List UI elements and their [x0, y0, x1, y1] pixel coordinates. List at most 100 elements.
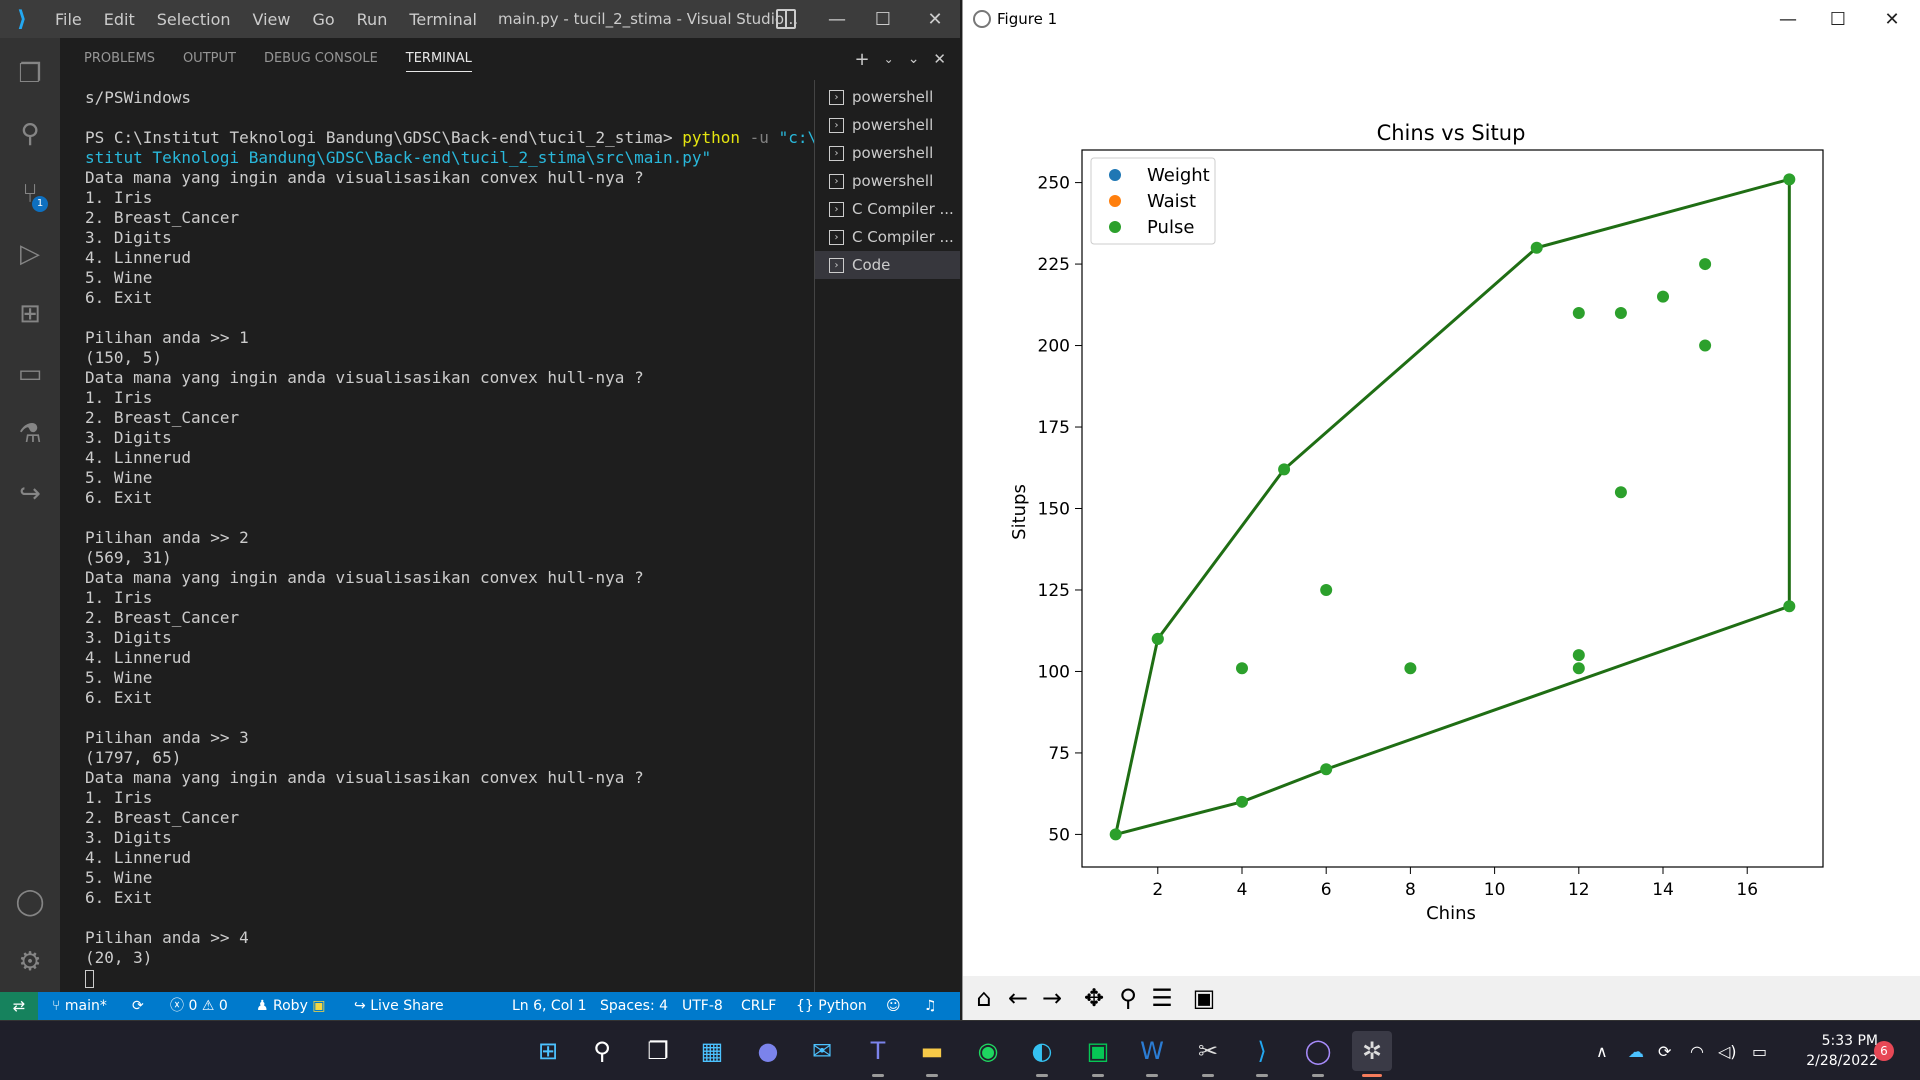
save-icon[interactable]: ▣ — [1192, 984, 1216, 1012]
start-windows-icon[interactable]: ⊞ — [537, 1037, 559, 1065]
x-tick-label: 16 — [1736, 880, 1758, 900]
mail-icon[interactable]: ✉ — [811, 1037, 833, 1065]
source-control-icon[interactable]: ⑂ 1 — [0, 166, 60, 222]
volume-icon[interactable]: ◁) — [1718, 1041, 1737, 1061]
vscode-titlebar: ⟩ File Edit Selection View Go Run Termin… — [0, 0, 960, 38]
task-view-icon[interactable]: ❐ — [647, 1037, 669, 1065]
indentation[interactable]: Spaces: 4 — [600, 998, 669, 1014]
vscode-taskbar-icon[interactable]: ⟩ — [1242, 1031, 1282, 1077]
terminal-icon: › — [829, 117, 844, 133]
accounts-icon[interactable]: ◯ — [15, 887, 45, 917]
settings-gear-icon[interactable]: ⚙ — [18, 947, 42, 977]
person-icon: ♟ — [256, 998, 274, 1014]
plot-axes-frame — [1081, 149, 1824, 868]
wifi-icon[interactable]: ◠ — [1690, 1041, 1704, 1061]
figure-maximize-button[interactable]: ☐ — [1829, 8, 1847, 30]
encoding[interactable]: UTF-8 — [682, 998, 723, 1014]
tab-terminal[interactable]: TERMINAL — [392, 38, 486, 80]
matplotlib-taskbar-icon[interactable]: ✲ — [1352, 1031, 1392, 1077]
tab-problems[interactable]: PROBLEMS — [84, 51, 155, 66]
branch-indicator[interactable]: ⑂ main* — [52, 998, 107, 1014]
menu-go[interactable]: Go — [312, 9, 335, 29]
chat-icon[interactable]: ● — [757, 1037, 779, 1065]
menu-selection[interactable]: Selection — [156, 9, 231, 29]
maximize-panel-icon[interactable]: ⌄ — [907, 51, 920, 67]
sync-tray-icon[interactable]: ⟳ — [1658, 1041, 1672, 1061]
zoom-magnifier-icon[interactable]: ⚲ — [1119, 984, 1137, 1012]
close-panel-icon[interactable]: ✕ — [933, 50, 946, 68]
search-icon[interactable]: ⚲ — [20, 119, 40, 149]
terminal-item-c-compiler[interactable]: › C Compiler ... — [815, 223, 960, 251]
menu-edit[interactable]: Edit — [103, 9, 135, 29]
pan-move-icon[interactable]: ✥ — [1083, 984, 1105, 1012]
scatter-point — [1109, 828, 1122, 841]
line-ending[interactable]: CRLF — [741, 998, 777, 1014]
terminal-item-powershell[interactable]: › powershell — [815, 83, 960, 111]
vscode-logo-icon: ⟩ — [16, 6, 28, 32]
terminal-item-powershell[interactable]: › powershell — [815, 111, 960, 139]
menu-terminal[interactable]: Terminal — [409, 9, 477, 29]
live-share-icon[interactable]: ↪ — [19, 479, 41, 509]
edge-browser-icon[interactable]: ◐ — [1022, 1031, 1062, 1077]
forward-arrow-icon[interactable]: → — [1041, 984, 1063, 1012]
new-terminal-icon[interactable]: + — [854, 48, 870, 70]
notification-count-badge[interactable]: 6 — [1874, 1041, 1894, 1061]
tab-debug-console[interactable]: DEBUG CONSOLE — [263, 51, 378, 66]
language-mode[interactable]: {} Python — [796, 998, 867, 1014]
account-indicator[interactable]: ♟ Roby ▣ — [256, 998, 326, 1014]
figure-minimize-button[interactable]: — — [1779, 8, 1797, 30]
file-explorer-icon[interactable]: ▬ — [912, 1031, 952, 1077]
x-tick-label: 12 — [1568, 880, 1590, 900]
close-button[interactable]: ✕ — [927, 8, 943, 30]
scatter-point — [1404, 662, 1417, 675]
terminal-output[interactable]: s/PSWindows​PS C:\Institut Teknologi Ban… — [85, 88, 815, 992]
teams-icon[interactable]: T — [858, 1031, 898, 1077]
cursor-position[interactable]: Ln 6, Col 1 — [512, 998, 587, 1014]
extensions-icon[interactable]: ⊞ — [19, 299, 41, 329]
maximize-button[interactable]: ☐ — [874, 8, 892, 30]
search-icon[interactable]: ⚲ — [593, 1037, 611, 1065]
tab-output[interactable]: OUTPUT — [182, 51, 236, 66]
legend-box — [1090, 157, 1216, 245]
chart-title: Chins vs Situp — [1377, 121, 1526, 145]
menu-run[interactable]: Run — [356, 9, 388, 29]
battery-icon[interactable]: ▭ — [1752, 1041, 1768, 1061]
github-desktop-icon[interactable]: ◯ — [1298, 1031, 1338, 1077]
feedback-icon[interactable]: ☺ — [886, 998, 901, 1014]
terminal-item-c-compiler[interactable]: › C Compiler ... — [815, 195, 960, 223]
minimize-button[interactable]: — — [828, 8, 846, 30]
remote-explorer-icon[interactable]: ▭ — [17, 359, 43, 389]
back-arrow-icon[interactable]: ← — [1007, 984, 1029, 1012]
figure-close-button[interactable]: ✕ — [1884, 8, 1900, 30]
terminal-item-powershell[interactable]: › powershell — [815, 167, 960, 195]
remote-indicator-icon[interactable]: ⇄ — [0, 992, 38, 1020]
line-app-icon[interactable]: ▣ — [1078, 1031, 1118, 1077]
run-debug-icon[interactable]: ▷ — [20, 239, 40, 269]
layout-toggle-icon[interactable] — [776, 9, 796, 29]
notifications-bell-icon[interactable]: ♫ — [924, 998, 937, 1014]
terminal-item-code[interactable]: › Code — [815, 251, 960, 279]
snipping-tool-icon[interactable]: ✂ — [1188, 1031, 1228, 1077]
taskbar-clock[interactable]: 5:33 PM 2/28/2022 — [1786, 1031, 1878, 1071]
clock-date: 2/28/2022 — [1806, 1053, 1878, 1069]
word-icon[interactable]: W — [1132, 1031, 1172, 1077]
tray-overflow-chevron-icon[interactable]: ∧ — [1596, 1041, 1608, 1061]
menu-view[interactable]: View — [252, 9, 291, 29]
sync-icon[interactable]: ⟳ — [132, 998, 144, 1014]
convex-hull-line — [1114, 177, 1791, 836]
figure-window: Figure 1 — ☐ ✕ Chins vs Situp 2 4 6 8 10 12 14… — [962, 0, 1920, 1020]
terminal-item-powershell[interactable]: › powershell — [815, 139, 960, 167]
explorer-icon[interactable]: ❐ — [18, 59, 42, 89]
terminal-dropdown-icon[interactable]: ⌄ — [883, 52, 894, 66]
onedrive-icon[interactable]: ☁ — [1628, 1041, 1644, 1061]
configure-subplots-icon[interactable]: ☰ — [1151, 984, 1173, 1012]
menu-file[interactable]: File — [55, 9, 82, 29]
y-tick-label: 225 — [1038, 255, 1070, 275]
testing-icon[interactable]: ⚗ — [18, 419, 42, 449]
widgets-icon[interactable]: ▦ — [700, 1037, 724, 1065]
live-share-button[interactable]: ↪ Live Share — [354, 998, 444, 1014]
problems-indicator[interactable]: ⓧ 0 ⚠ 0 — [170, 998, 228, 1014]
figure-window-title: Figure 1 — [997, 10, 1058, 28]
spotify-icon[interactable]: ◉ — [977, 1037, 999, 1065]
home-icon[interactable]: ⌂ — [976, 984, 992, 1012]
